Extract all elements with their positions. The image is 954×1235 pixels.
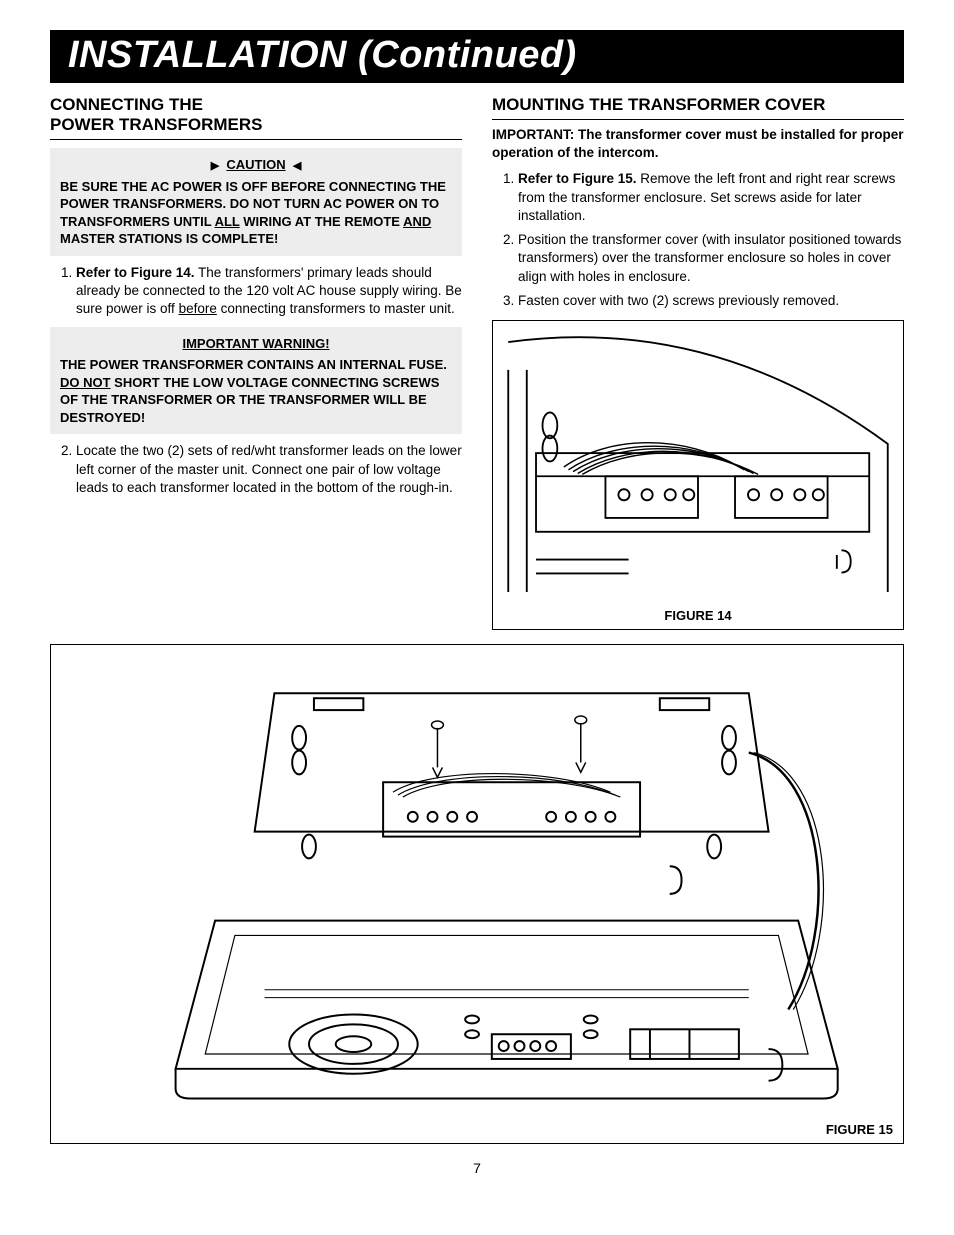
figure-14-box: FIGURE 14 [492,320,904,630]
left-step-2: Locate the two (2) sets of red/wht trans… [76,442,462,497]
left-heading-line1: CONNECTING THE [50,95,203,114]
right-step-2: Position the transformer cover (with ins… [518,231,904,286]
right-heading: MOUNTING THE TRANSFORMER COVER [492,95,904,120]
warning-p2: DO NOT SHORT THE LOW VOLTAGE CONNECTING … [60,374,452,427]
warning-title: IMPORTANT WARNING! [60,335,452,353]
triangle-right-icon: ▶ [211,160,219,172]
left-step-1: Refer to Figure 14. The transformers' pr… [76,264,462,319]
caution-text-3: MASTER STATIONS IS COMPLETE! [60,231,278,246]
warning-donot: DO NOT [60,375,111,390]
figure-15-label: FIGURE 15 [826,1122,893,1137]
caution-label: CAUTION [226,157,285,172]
left-heading: CONNECTING THE POWER TRANSFORMERS [50,95,462,140]
warning-p2-rest: SHORT THE LOW VOLTAGE CONNECTING SCREWS … [60,375,439,425]
important-note: IMPORTANT: The transformer cover must be… [492,126,904,162]
caution-text-2: WIRING AT THE REMOTE [240,214,403,229]
left-column: CONNECTING THE POWER TRANSFORMERS ▶ CAUT… [50,95,462,630]
page-title: INSTALLATION (Continued) [68,34,886,77]
left-steps-1: Refer to Figure 14. The transformers' pr… [50,264,462,319]
step1-lead: Refer to Figure 14. [76,265,195,280]
figure-15-drawing [57,651,897,1121]
triangle-left-icon: ◀ [293,160,301,172]
step1-before-word: before [179,301,217,316]
caution-and: AND [403,214,431,229]
figure-14-drawing [499,327,897,607]
figure-14-label: FIGURE 14 [664,608,731,623]
r-step1-lead: Refer to Figure 15. [518,171,637,186]
figure-15-box: FIGURE 15 [50,644,904,1144]
right-step-3: Fasten cover with two (2) screws previou… [518,292,904,310]
warning-box: IMPORTANT WARNING! THE POWER TRANSFORMER… [50,327,462,435]
step1-after: connecting transformers to master unit. [217,301,455,316]
warning-p1: THE POWER TRANSFORMER CONTAINS AN INTERN… [60,356,452,374]
left-steps-2: Locate the two (2) sets of red/wht trans… [50,442,462,497]
page-number: 7 [50,1160,904,1176]
right-column: MOUNTING THE TRANSFORMER COVER IMPORTANT… [492,95,904,630]
right-step-1: Refer to Figure 15. Remove the left fron… [518,170,904,225]
caution-title: ▶ CAUTION ◀ [60,156,452,174]
right-steps: Refer to Figure 15. Remove the left fron… [492,170,904,310]
caution-all: ALL [215,214,240,229]
page-header: INSTALLATION (Continued) [50,30,904,83]
content-columns: CONNECTING THE POWER TRANSFORMERS ▶ CAUT… [50,95,904,630]
caution-box: ▶ CAUTION ◀ BE SURE THE AC POWER IS OFF … [50,148,462,256]
left-heading-line2: POWER TRANSFORMERS [50,115,263,134]
